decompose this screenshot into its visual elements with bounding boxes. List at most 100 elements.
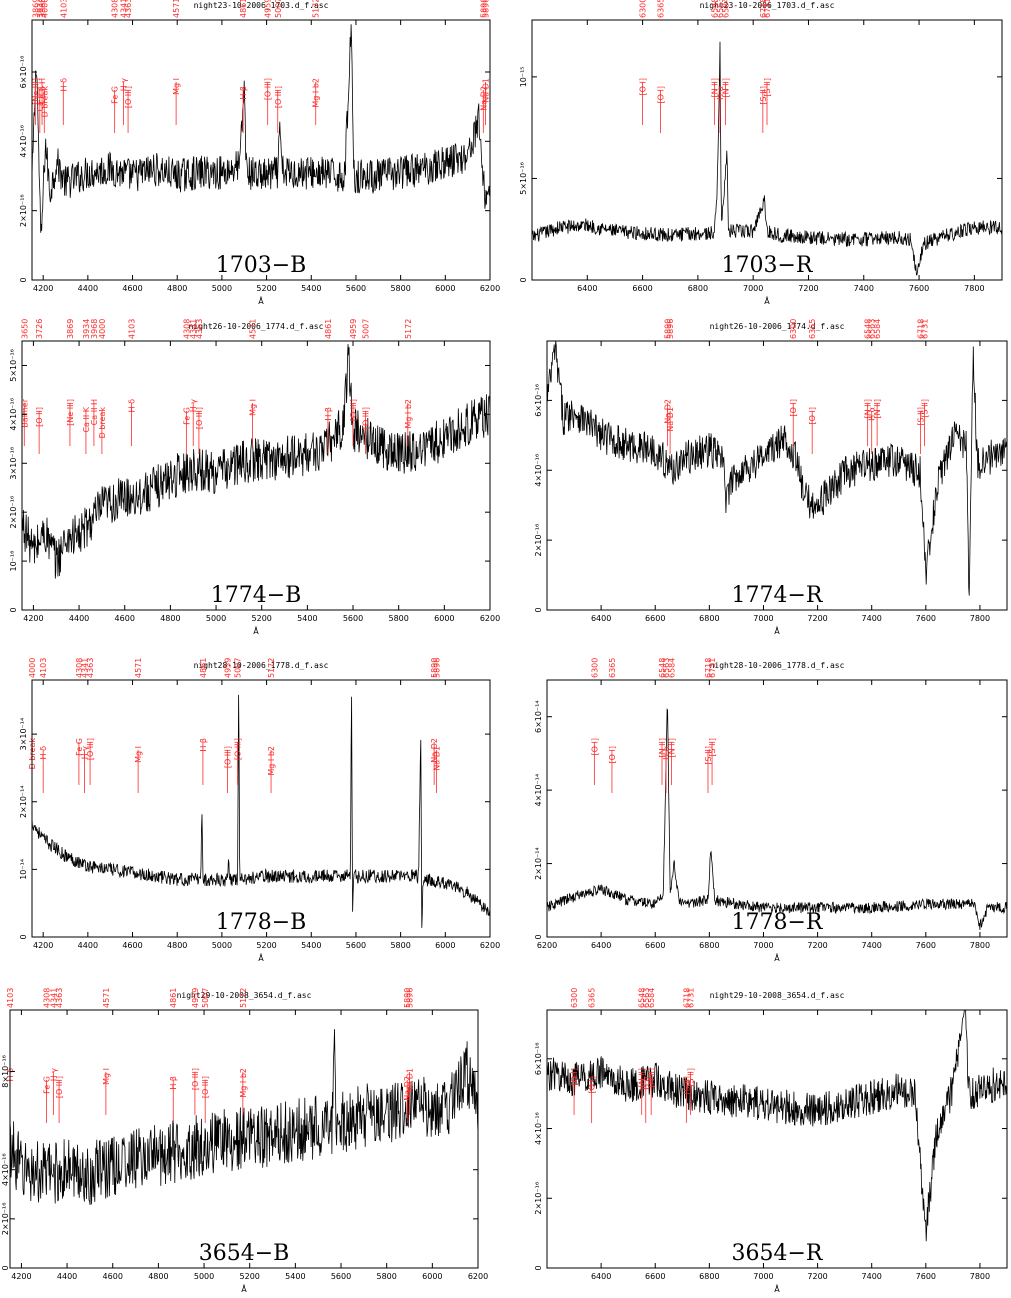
line-marker: 4571 Mg I xyxy=(102,988,111,1115)
line-wavelength: 4103 xyxy=(128,319,137,339)
y-tick-label: 4×10⁻¹⁶ xyxy=(1,1153,10,1186)
x-tick-label: 5600 xyxy=(346,284,366,293)
y-tick-label: 2×10⁻¹⁶ xyxy=(1,1203,10,1236)
line-wavelength: 3869 xyxy=(66,319,75,339)
y-tick-label: 2×10⁻¹⁶ xyxy=(534,1182,543,1215)
line-name: H α xyxy=(662,746,671,760)
x-tick-label: 4400 xyxy=(78,941,98,950)
line-name: [S II] xyxy=(704,746,713,765)
line-marker: 6731 [S II] xyxy=(708,658,717,785)
line-marker: 6718 [S II] xyxy=(682,988,691,1123)
line-marker: 5007 [O III] xyxy=(234,658,243,785)
line-marker: 6731 [S II] xyxy=(763,0,772,125)
spectrum-panel-7: night29-10-2008_3654.d_f.asc 4103 H δ 4308 F… xyxy=(0,975,505,1294)
x-tick-label: 4400 xyxy=(69,614,89,623)
line-name: [S II] xyxy=(682,1076,691,1095)
line-marker: 4308 Fe G xyxy=(75,658,84,785)
x-tick-label: 4800 xyxy=(160,614,180,623)
x-tick-label: 4200 xyxy=(11,1272,31,1281)
line-wavelength: 5007 xyxy=(362,319,371,339)
line-name: [N II] xyxy=(864,399,873,419)
x-tick-label: 4400 xyxy=(57,1272,77,1281)
line-name: [O III] xyxy=(191,1068,200,1090)
x-tick-label: 6000 xyxy=(434,614,454,623)
line-wavelength: 6563 xyxy=(642,988,651,1008)
line-wavelength: 6548 xyxy=(864,319,873,339)
line-marker: 6300 [O I] xyxy=(590,658,599,785)
line-marker: 6563 H α xyxy=(662,658,671,793)
line-wavelength: 6365 xyxy=(588,988,597,1008)
line-name: [O III] xyxy=(124,86,133,108)
x-tick-label: 7400 xyxy=(862,941,882,950)
line-wavelength: 4308 xyxy=(182,319,191,339)
line-name: H α xyxy=(642,1076,651,1090)
x-tick-label: 5200 xyxy=(252,614,272,623)
line-wavelength: 4341 xyxy=(49,988,58,1008)
line-name: Ca II K xyxy=(82,406,91,432)
line-name: [S II] xyxy=(763,78,772,97)
x-tick-label: 6400 xyxy=(591,1272,611,1281)
line-name: H α xyxy=(716,86,725,100)
y-tick-label: 10⁻¹⁴ xyxy=(19,859,28,880)
chart-title: night23-10-2006_1703.d_f.asc xyxy=(700,1,835,10)
line-marker: 6718 [S II] xyxy=(704,658,713,793)
line-marker: 4308 Fe G xyxy=(182,319,191,454)
line-name: Fe G xyxy=(182,407,191,425)
line-marker: 4571 Mg I xyxy=(249,319,258,446)
x-tick-label: 5200 xyxy=(256,284,276,293)
y-tick-label: 6×10⁻¹⁶ xyxy=(534,1043,543,1076)
line-name: Mg I xyxy=(134,746,143,763)
line-marker: 6731 [S II] xyxy=(920,319,929,446)
line-name: [O III] xyxy=(274,86,283,108)
line-marker: 4341 H γ xyxy=(81,658,90,793)
line-name: Fe G xyxy=(111,86,120,104)
line-marker: 5896 Na D1 xyxy=(406,988,415,1115)
line-marker: 4000 D break xyxy=(40,0,49,133)
y-tick-label: 4×10⁻¹⁶ xyxy=(534,454,543,487)
line-marker: 5896 Na D1 xyxy=(482,0,491,125)
line-wavelength: 3869 xyxy=(31,0,40,18)
line-name: Mg I b2 xyxy=(404,399,413,429)
line-marker: 6365 [O I] xyxy=(657,0,666,133)
line-wavelength: 6584 xyxy=(873,319,882,339)
line-wavelength: 6300 xyxy=(789,319,798,339)
line-marker: 5896 Na D1 xyxy=(432,658,441,793)
line-marker: 4363 [O III] xyxy=(195,319,204,454)
line-marker: 3934 Ca II K xyxy=(82,319,91,454)
line-marker: 6563 H α xyxy=(868,319,877,454)
x-tick-label: 6800 xyxy=(688,284,708,293)
x-tick-label: 5000 xyxy=(194,1272,214,1281)
line-marker: 4363 [O III] xyxy=(86,658,95,785)
line-name: [S II] xyxy=(920,399,929,418)
line-name: Mg I xyxy=(102,1068,111,1085)
line-name: [O III] xyxy=(201,1076,210,1098)
line-name: Balmer xyxy=(20,398,29,427)
line-name: [Ne III] xyxy=(66,399,75,426)
x-tick-label: 4600 xyxy=(115,614,135,623)
x-tick-label: 6200 xyxy=(480,284,500,293)
line-marker: 5896 Na D1 xyxy=(666,319,675,454)
x-tick-label: 7400 xyxy=(862,1272,882,1281)
line-wavelength: 6584 xyxy=(667,658,676,678)
line-wavelength: 4341 xyxy=(81,658,90,678)
y-tick-label: 6×10⁻¹⁶ xyxy=(19,56,28,89)
x-tick-label: 6000 xyxy=(435,284,455,293)
line-name: Na D2 xyxy=(479,86,488,111)
spectrum-series xyxy=(21,344,491,579)
chart-title: night23-10-2006_1703.d_f.asc xyxy=(194,1,329,10)
line-wavelength: 6300 xyxy=(590,658,599,678)
line-wavelength: 4959 xyxy=(191,988,200,1008)
line-wavelength: 4861 xyxy=(239,0,248,18)
line-wavelength: 5890 xyxy=(403,988,412,1008)
x-tick-label: 6000 xyxy=(435,941,455,950)
line-marker: 6548 [N II] xyxy=(710,0,719,125)
line-wavelength: 5896 xyxy=(406,988,415,1008)
spectrum-series xyxy=(9,1029,479,1206)
line-wavelength: 4341 xyxy=(120,0,129,18)
line-name: Na D2 xyxy=(430,738,439,763)
line-marker: 5172 Mg I b2 xyxy=(267,658,276,793)
y-tick-label: 5×10⁻¹⁶ xyxy=(9,349,18,382)
line-wavelength: 6563 xyxy=(716,0,725,18)
line-marker: 5007 [O III] xyxy=(274,0,283,133)
